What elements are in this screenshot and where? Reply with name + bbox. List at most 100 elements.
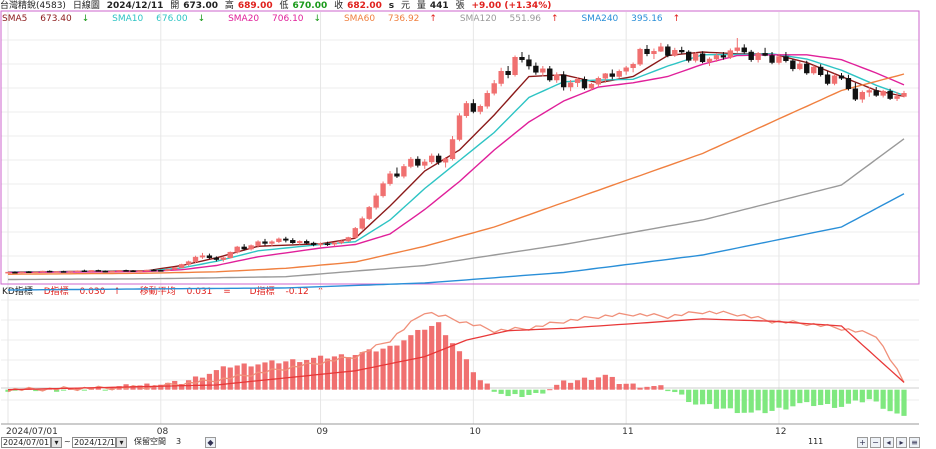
- scroll-right-icon[interactable]: ▸: [896, 437, 907, 448]
- candle[interactable]: [234, 245, 240, 254]
- candle[interactable]: [449, 136, 456, 161]
- candle[interactable]: [172, 267, 178, 271]
- candle[interactable]: [540, 66, 546, 77]
- candle[interactable]: [727, 48, 734, 60]
- candle[interactable]: [512, 55, 518, 77]
- candle[interactable]: [88, 270, 95, 273]
- candle[interactable]: [776, 53, 782, 65]
- zoom-out-icon[interactable]: −: [870, 437, 881, 448]
- candle[interactable]: [637, 47, 643, 66]
- candle[interactable]: [345, 236, 352, 243]
- candle[interactable]: [783, 52, 789, 63]
- candle[interactable]: [352, 227, 358, 239]
- candle[interactable]: [692, 52, 699, 63]
- candle[interactable]: [206, 253, 213, 259]
- candle[interactable]: [734, 38, 740, 53]
- candle[interactable]: [359, 216, 365, 230]
- candle[interactable]: [324, 241, 331, 246]
- candle[interactable]: [755, 52, 761, 63]
- candle[interactable]: [199, 252, 206, 259]
- candle[interactable]: [658, 42, 664, 52]
- candle[interactable]: [40, 270, 46, 273]
- candle[interactable]: [519, 52, 525, 63]
- candle[interactable]: [797, 61, 803, 71]
- candle[interactable]: [33, 271, 39, 274]
- candle[interactable]: [81, 269, 88, 272]
- from-date-field[interactable]: 2024/07/01: [1, 437, 51, 448]
- candle[interactable]: [116, 270, 122, 272]
- candle[interactable]: [185, 260, 192, 266]
- candle[interactable]: [720, 52, 727, 60]
- candle[interactable]: [713, 53, 720, 62]
- from-date-dropdown[interactable]: ▾: [51, 437, 62, 448]
- candle[interactable]: [554, 72, 560, 83]
- candle[interactable]: [310, 241, 317, 247]
- candle[interactable]: [616, 69, 622, 79]
- candle[interactable]: [67, 271, 74, 273]
- candle[interactable]: [672, 47, 678, 57]
- candle[interactable]: [665, 44, 671, 58]
- candle[interactable]: [46, 270, 53, 273]
- candle[interactable]: [429, 153, 435, 165]
- candle[interactable]: [817, 64, 824, 77]
- candle[interactable]: [74, 270, 81, 273]
- candle[interactable]: [442, 157, 449, 168]
- candle[interactable]: [901, 90, 907, 98]
- candle[interactable]: [706, 57, 713, 66]
- candle[interactable]: [26, 271, 32, 274]
- candle[interactable]: [248, 244, 254, 251]
- candle[interactable]: [144, 269, 150, 272]
- to-date-dropdown[interactable]: ▾: [116, 437, 127, 448]
- candle[interactable]: [887, 88, 893, 100]
- candle[interactable]: [408, 157, 414, 169]
- candle[interactable]: [741, 44, 747, 54]
- candle[interactable]: [303, 239, 310, 245]
- candle[interactable]: [102, 270, 108, 273]
- candle[interactable]: [623, 66, 629, 75]
- candle[interactable]: [651, 48, 657, 60]
- candle[interactable]: [123, 269, 129, 272]
- candle[interactable]: [824, 71, 831, 86]
- candle[interactable]: [762, 47, 768, 57]
- candle[interactable]: [748, 49, 754, 62]
- candle[interactable]: [581, 76, 588, 90]
- candle[interactable]: [852, 82, 859, 101]
- candle[interactable]: [866, 87, 872, 97]
- candle[interactable]: [595, 76, 602, 88]
- candle[interactable]: [498, 67, 504, 87]
- candle[interactable]: [790, 59, 796, 72]
- candle[interactable]: [547, 66, 553, 82]
- keep-space-value[interactable]: 3: [176, 437, 182, 446]
- candle[interactable]: [859, 90, 866, 103]
- candle[interactable]: [491, 80, 497, 96]
- candle[interactable]: [5, 271, 11, 274]
- candle[interactable]: [463, 101, 470, 118]
- candle[interactable]: [373, 193, 379, 210]
- candle[interactable]: [130, 270, 136, 272]
- candle[interactable]: [158, 269, 164, 272]
- candle[interactable]: [484, 90, 490, 109]
- to-date-field[interactable]: 2024/12/11: [72, 437, 116, 448]
- candle[interactable]: [276, 237, 282, 244]
- candle[interactable]: [213, 256, 220, 262]
- candle[interactable]: [644, 45, 650, 57]
- candle[interactable]: [269, 240, 275, 247]
- candle[interactable]: [338, 240, 345, 245]
- candle[interactable]: [366, 206, 372, 220]
- candle[interactable]: [470, 99, 477, 114]
- candle[interactable]: [505, 66, 511, 79]
- scroll-left-icon[interactable]: ◂: [883, 437, 894, 448]
- candle[interactable]: [387, 171, 393, 186]
- candle[interactable]: [422, 159, 428, 169]
- candle[interactable]: [845, 74, 852, 91]
- candle[interactable]: [769, 52, 775, 65]
- candle[interactable]: [255, 240, 261, 248]
- candle[interactable]: [165, 269, 171, 272]
- candle[interactable]: [804, 60, 810, 75]
- candle[interactable]: [331, 242, 338, 247]
- candle[interactable]: [686, 50, 692, 63]
- candle[interactable]: [574, 77, 581, 87]
- settings-icon[interactable]: ≡: [909, 437, 920, 448]
- candle[interactable]: [95, 269, 101, 272]
- candle[interactable]: [394, 167, 400, 179]
